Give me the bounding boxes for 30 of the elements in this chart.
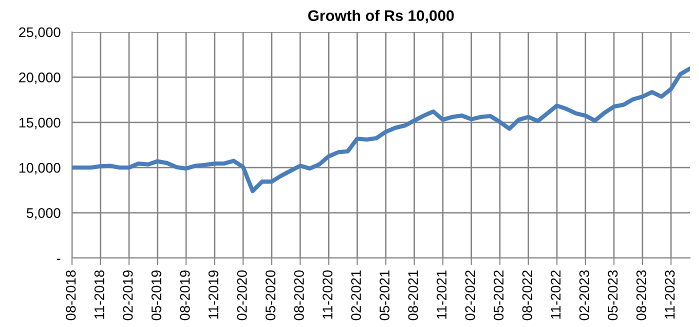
x-tick-label: 08-2019	[180, 270, 190, 320]
y-tick-label: 5,000	[26, 208, 60, 220]
x-tick-label: 05-2022	[494, 270, 504, 320]
x-tick-label: 11-2023	[664, 270, 675, 319]
x-tick-label: 11-2021	[436, 270, 447, 319]
x-tick-label: 05-2020	[266, 270, 276, 320]
chart-title: Growth of Rs 10,000	[308, 10, 454, 24]
x-tick-label: 05-2023	[608, 270, 618, 320]
x-tick-label: 08-2020	[294, 270, 304, 320]
line-series	[72, 66, 690, 194]
x-tick-label: 11-2020	[322, 270, 332, 319]
y-tick-label: -	[56, 258, 60, 260]
x-tick-label: 08-2022	[522, 270, 532, 320]
x-tick-label: 11-2018	[94, 270, 104, 319]
y-tick-label: 25,000	[19, 27, 60, 39]
x-tick-label: 02-2020	[237, 270, 247, 320]
x-tick-label: 11-2022	[550, 270, 561, 319]
x-tick-label: 11-2019	[208, 270, 218, 319]
x-tick-label: 05-2021	[380, 270, 390, 320]
y-tick-label: 10,000	[19, 162, 60, 174]
y-tick-label: 15,000	[19, 118, 60, 130]
x-tick-label: 08-2018	[66, 270, 76, 320]
x-tick-label: 02-2022	[465, 270, 476, 320]
x-tick-label: 05-2019	[151, 270, 162, 320]
x-tick-label: 02-2019	[122, 270, 133, 320]
y-tick-label: 20,000	[19, 72, 60, 84]
x-tick-label: 02-2023	[579, 270, 590, 320]
x-tick-label: 02-2021	[351, 270, 361, 320]
x-tick-label: 08-2021	[408, 270, 418, 320]
x-tick-label: 08-2023	[636, 270, 646, 320]
